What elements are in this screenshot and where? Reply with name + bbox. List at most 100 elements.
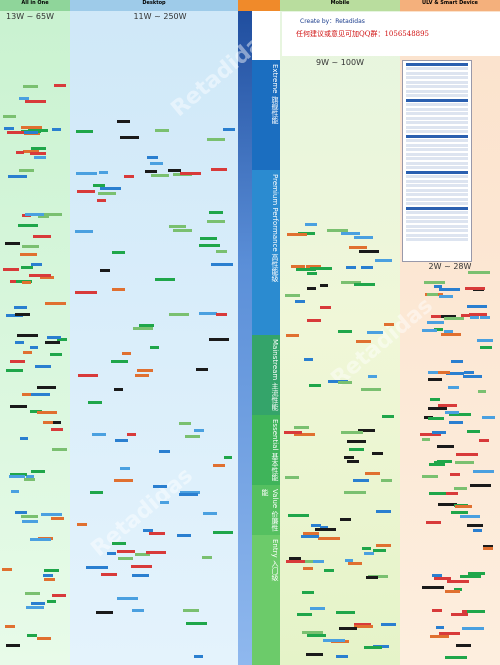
legend-row	[406, 107, 468, 111]
legend-row	[406, 179, 468, 183]
cpu-entry	[114, 478, 134, 482]
cpu-entry	[442, 314, 457, 318]
cpu-entry	[363, 646, 382, 650]
cpu-entry	[365, 471, 381, 475]
cpu-entry	[25, 474, 35, 478]
tier-en: Premium Performance	[271, 174, 279, 252]
cpu-entry	[288, 557, 301, 561]
cpu-entry	[216, 249, 228, 253]
cpu-entry	[302, 591, 315, 595]
cpu-entry	[8, 175, 28, 179]
cpu-entry	[37, 536, 53, 540]
cpu-entry	[21, 266, 33, 270]
cpu-entry	[338, 329, 353, 333]
cpu-entry	[119, 466, 130, 470]
cpu-entry	[50, 427, 64, 431]
cpu-entry	[9, 475, 26, 479]
cpu-entry	[326, 228, 349, 232]
cpu-entry	[473, 288, 484, 292]
cpu-entry	[23, 350, 32, 354]
cpu-entry	[361, 546, 372, 550]
cpu-entry	[443, 317, 464, 321]
column-header: All in One	[0, 0, 70, 11]
cpu-entry	[427, 406, 447, 410]
cpu-entry	[320, 526, 329, 530]
cpu-entry	[23, 149, 39, 153]
legend-row	[406, 121, 468, 124]
cpu-entry	[433, 284, 442, 288]
cpu-entry	[340, 232, 361, 236]
cpu-entry	[284, 430, 302, 434]
cpu-entry	[4, 624, 16, 628]
cpu-entry	[184, 434, 200, 438]
legend-row	[406, 184, 468, 187]
cpu-entry	[40, 513, 62, 517]
cpu-entry	[468, 270, 490, 274]
cpu-entry	[341, 431, 363, 435]
column-title: ULV & Smart Device	[422, 0, 478, 6]
tier-zh: 主流性能	[271, 382, 279, 411]
cpu-entry	[309, 383, 321, 387]
cpu-entry	[194, 655, 203, 659]
cpu-entry	[306, 319, 322, 323]
cpu-entry	[368, 375, 378, 379]
cpu-entry	[450, 510, 468, 514]
cpu-entry	[294, 425, 310, 429]
cpu-entry	[317, 537, 340, 541]
cpu-entry	[19, 436, 29, 440]
cpu-entry	[432, 430, 446, 434]
cpu-entry	[143, 528, 153, 532]
cpu-entry	[323, 638, 346, 642]
cpu-entry	[306, 272, 317, 276]
cpu-entry	[131, 564, 153, 568]
cpu-entry	[199, 237, 217, 241]
cpu-entry	[56, 338, 68, 342]
legend-row	[406, 139, 468, 142]
cpu-entry	[428, 416, 445, 420]
cpu-entry	[472, 469, 495, 473]
cpu-entry	[466, 430, 481, 434]
cpu-entry	[420, 433, 442, 437]
cpu-entry	[423, 281, 445, 285]
cpu-entry	[336, 654, 348, 658]
cpu-entry	[131, 574, 149, 578]
cpu-entry	[376, 509, 391, 513]
cpu-entry	[17, 223, 39, 227]
cpu-entry	[344, 456, 355, 460]
legend-row	[406, 229, 468, 232]
cpu-entry	[381, 622, 396, 626]
legend-row	[406, 94, 468, 97]
cpu-entry	[14, 313, 30, 317]
cpu-entry	[434, 460, 445, 464]
cpu-entry	[446, 372, 465, 376]
cpu-entry	[297, 612, 313, 616]
cpu-entry	[433, 328, 443, 332]
cpu-entry	[366, 576, 379, 580]
cpu-entry	[469, 484, 491, 488]
cpu-entry	[9, 472, 27, 476]
cpu-entry	[30, 393, 50, 397]
cpu-entry	[22, 281, 31, 285]
power-range: 2W ~ 28W	[428, 262, 472, 271]
cpu-entry	[353, 479, 370, 483]
cpu-entry	[6, 131, 24, 135]
cpu-entry	[117, 557, 134, 561]
cpu-entry	[21, 520, 39, 524]
cpu-entry	[422, 475, 439, 479]
cpu-entry	[437, 503, 457, 507]
cpu-entry	[361, 265, 373, 269]
power-range: 11W ~ 250W	[133, 12, 187, 21]
cpu-entry	[25, 213, 44, 217]
cpu-entry	[27, 634, 37, 638]
legend-row	[406, 85, 468, 88]
cpu-entry	[310, 523, 321, 527]
cpu-entry	[50, 517, 64, 521]
cpu-entry	[120, 135, 139, 139]
cpu-entry	[30, 410, 42, 414]
cpu-entry	[348, 246, 367, 250]
cpu-entry	[44, 213, 62, 217]
cpu-entry	[134, 552, 151, 556]
cpu-entry	[314, 528, 336, 532]
cpu-entry	[38, 215, 49, 219]
cpu-entry	[437, 371, 450, 375]
